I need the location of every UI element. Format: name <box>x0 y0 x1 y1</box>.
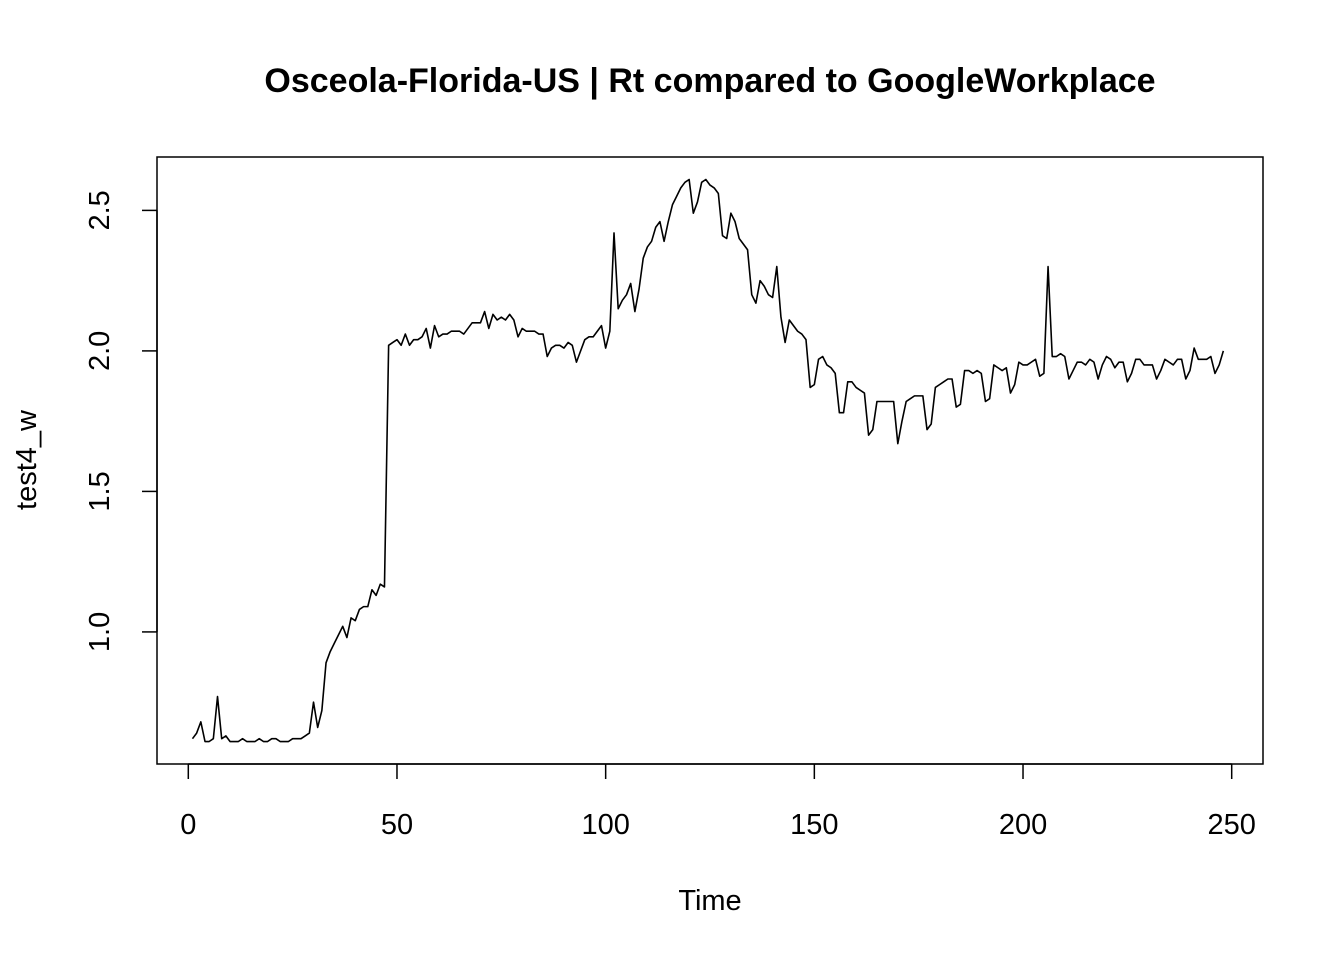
x-tick-label: 150 <box>790 809 838 841</box>
x-axis-label: Time <box>678 885 741 917</box>
x-tick-label: 0 <box>180 809 196 841</box>
y-tick-label: 2.5 <box>84 190 116 230</box>
series-line-test4-w <box>191 178 1225 743</box>
y-tick-label: 1.5 <box>84 471 116 511</box>
y-axis: 1.0 1.5 2.0 2.5 <box>84 190 158 652</box>
x-axis: 0 50 100 150 200 250 <box>180 763 1256 841</box>
y-tick-label: 1.0 <box>84 612 116 652</box>
y-tick-label: 2.0 <box>84 331 116 371</box>
x-tick-label: 250 <box>1208 809 1256 841</box>
chart-title: Osceola-Florida-US | Rt compared to Goog… <box>264 62 1155 100</box>
x-tick-label: 100 <box>581 809 629 841</box>
y-axis-label: test4_w <box>11 409 43 510</box>
x-tick-label: 50 <box>381 809 413 841</box>
x-tick-label: 200 <box>999 809 1047 841</box>
